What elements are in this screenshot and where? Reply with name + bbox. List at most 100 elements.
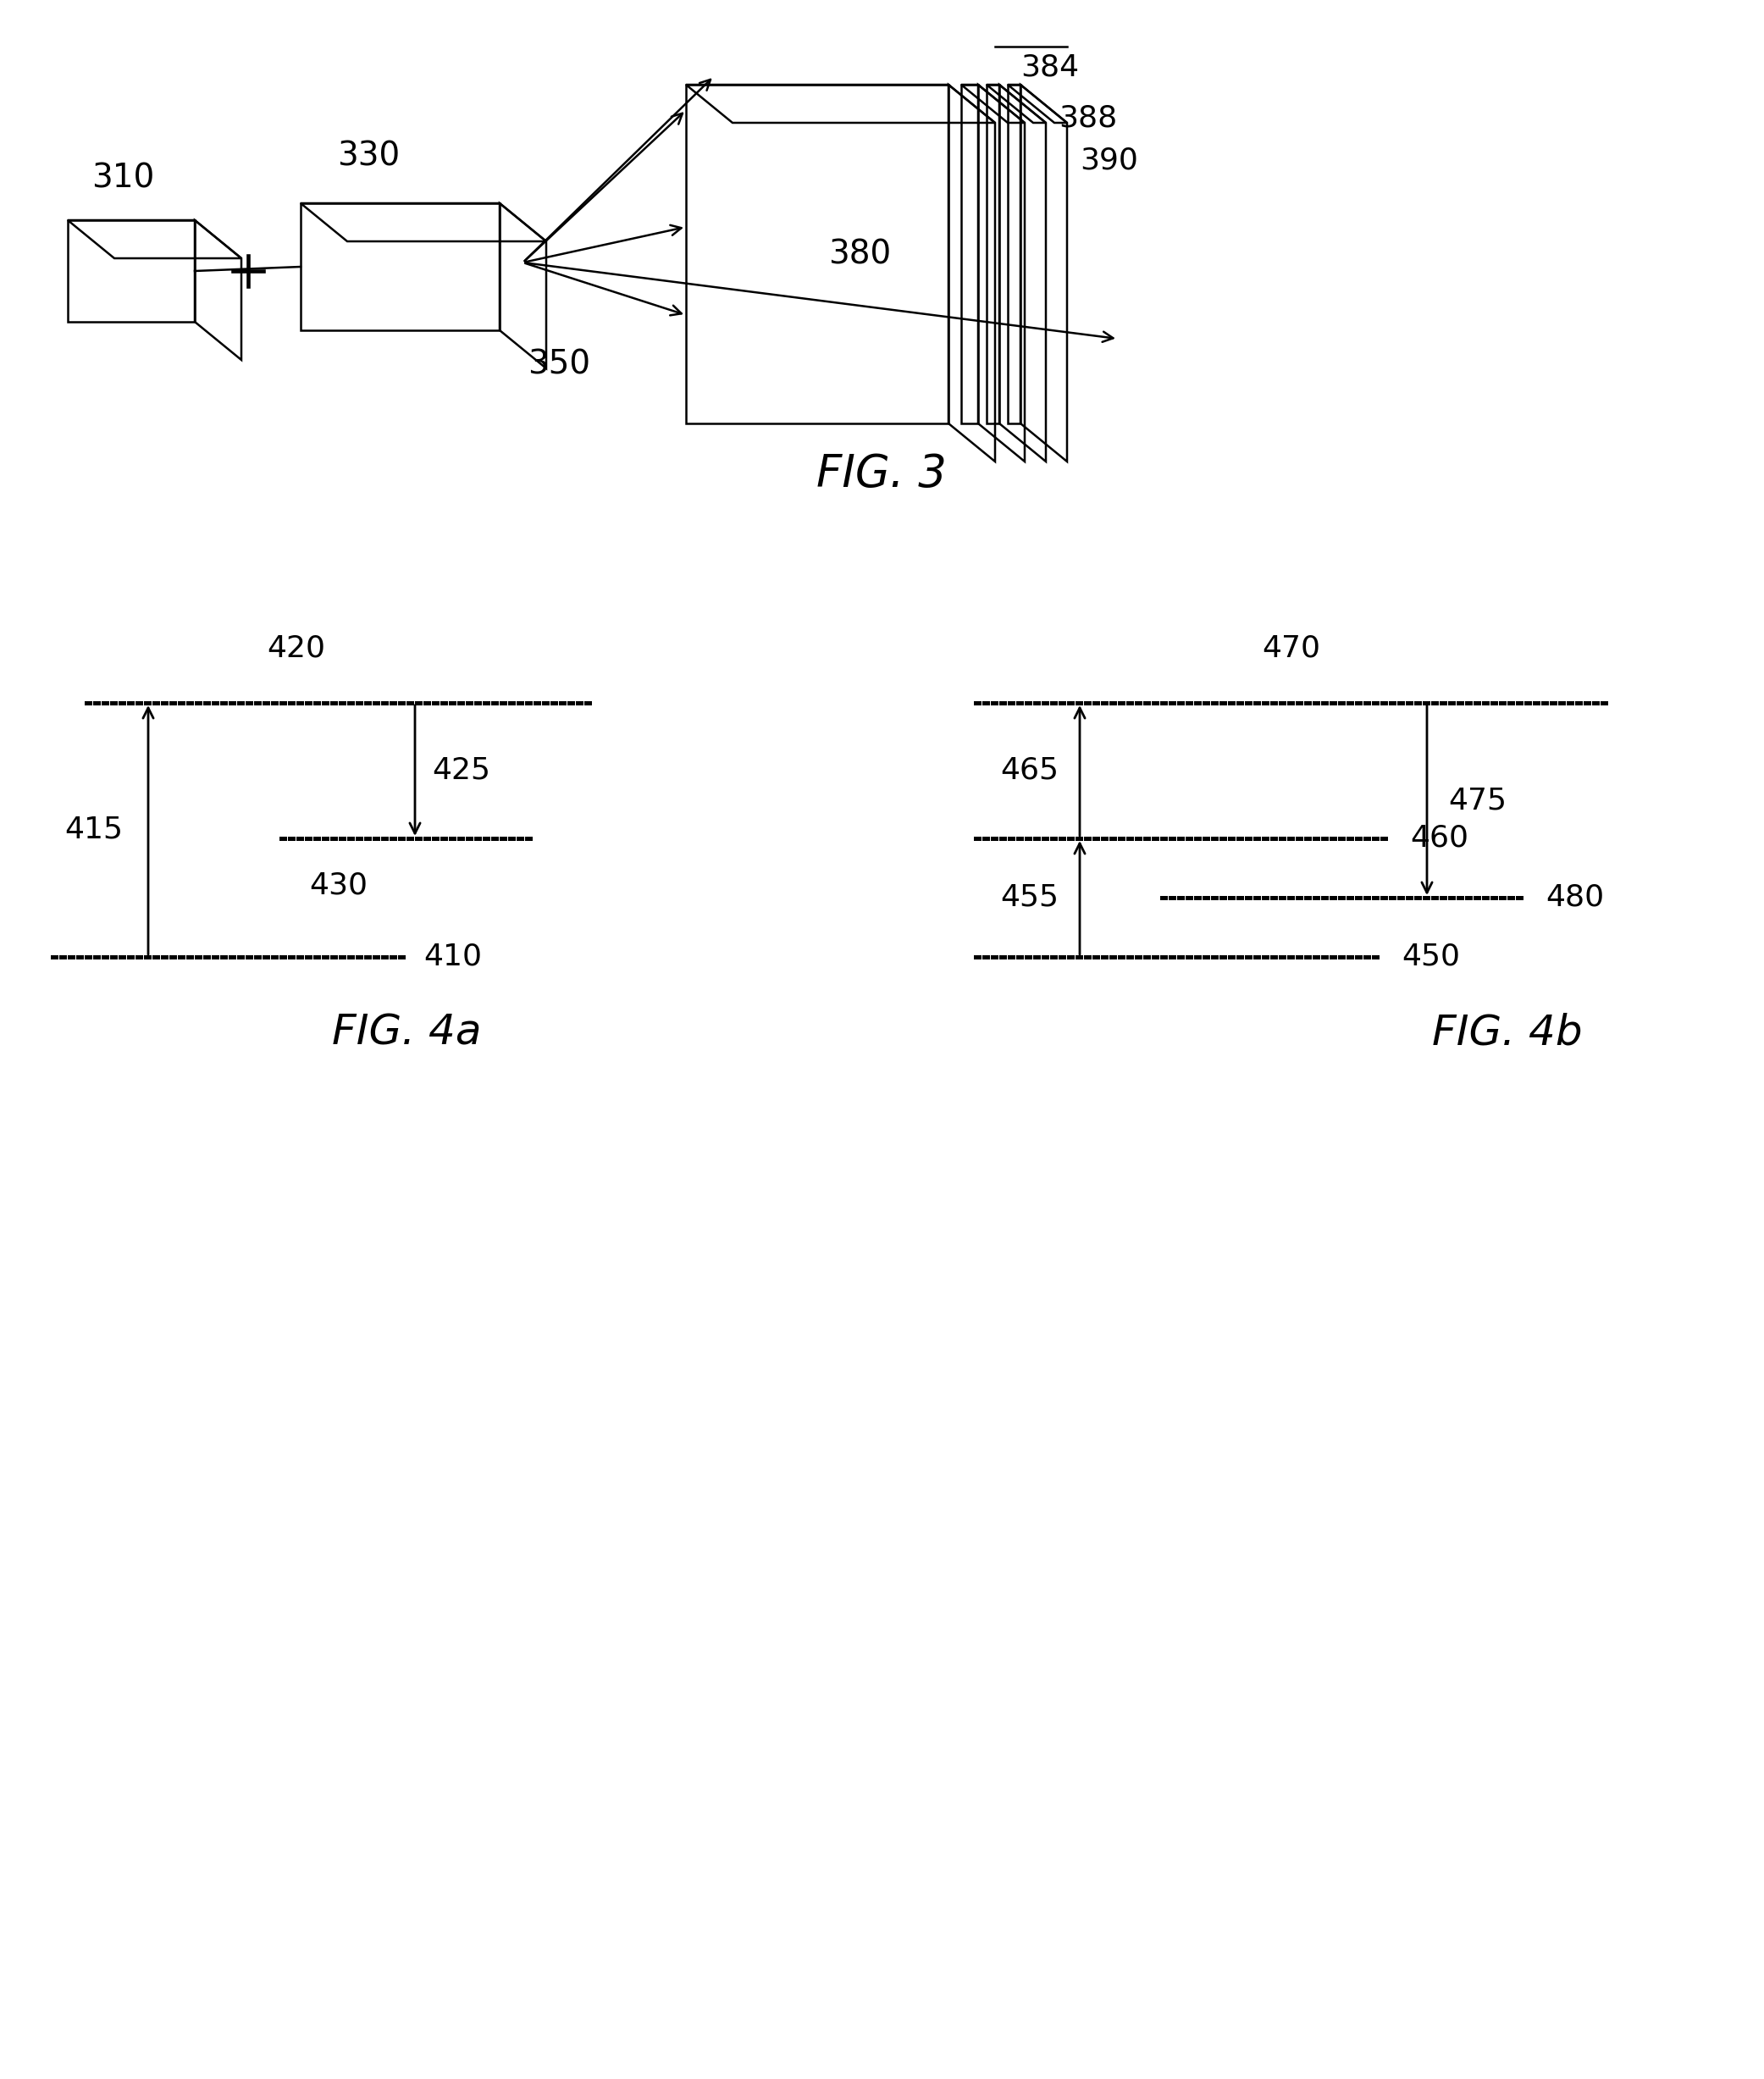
- Bar: [1321, 954, 1328, 958]
- Bar: [305, 836, 312, 840]
- Bar: [169, 954, 176, 958]
- Bar: [1524, 701, 1531, 705]
- Bar: [1339, 954, 1346, 958]
- Bar: [356, 701, 363, 705]
- Bar: [1491, 701, 1498, 705]
- Bar: [1058, 836, 1065, 840]
- Bar: [381, 836, 388, 840]
- Text: 388: 388: [1058, 104, 1117, 133]
- Bar: [1312, 836, 1319, 840]
- Text: 330: 330: [337, 141, 400, 173]
- Bar: [1288, 896, 1295, 900]
- Bar: [1237, 954, 1244, 958]
- Bar: [1270, 896, 1277, 900]
- Bar: [339, 836, 346, 840]
- Bar: [483, 836, 490, 840]
- Bar: [1439, 896, 1446, 900]
- Bar: [363, 954, 372, 958]
- Bar: [1025, 836, 1032, 840]
- Bar: [1261, 701, 1270, 705]
- Bar: [1355, 836, 1362, 840]
- Bar: [296, 954, 303, 958]
- Bar: [1397, 701, 1404, 705]
- Bar: [466, 836, 473, 840]
- Bar: [1491, 896, 1498, 900]
- Bar: [118, 701, 127, 705]
- Bar: [93, 954, 101, 958]
- Bar: [1551, 701, 1558, 705]
- Text: 450: 450: [1402, 942, 1461, 971]
- Bar: [1177, 954, 1185, 958]
- Bar: [399, 836, 406, 840]
- Bar: [1185, 896, 1192, 900]
- Bar: [1339, 701, 1346, 705]
- Bar: [1270, 954, 1277, 958]
- Bar: [321, 836, 330, 840]
- Bar: [483, 701, 490, 705]
- Bar: [1254, 954, 1261, 958]
- Bar: [1134, 701, 1143, 705]
- Bar: [475, 701, 482, 705]
- Bar: [102, 701, 109, 705]
- Bar: [1297, 701, 1304, 705]
- Bar: [1219, 701, 1228, 705]
- Bar: [448, 701, 457, 705]
- Bar: [526, 836, 533, 840]
- Text: 310: 310: [92, 162, 153, 193]
- Bar: [330, 836, 339, 840]
- Bar: [279, 836, 288, 840]
- Bar: [399, 701, 406, 705]
- Bar: [1566, 701, 1573, 705]
- Bar: [1388, 896, 1397, 900]
- Bar: [1203, 954, 1210, 958]
- Bar: [1355, 954, 1362, 958]
- Bar: [1228, 896, 1235, 900]
- Bar: [1515, 701, 1524, 705]
- Bar: [1321, 701, 1328, 705]
- Bar: [1288, 954, 1295, 958]
- Bar: [1533, 701, 1540, 705]
- Bar: [1415, 896, 1422, 900]
- Bar: [1127, 701, 1134, 705]
- Bar: [533, 701, 542, 705]
- Bar: [1330, 701, 1337, 705]
- Bar: [1143, 701, 1150, 705]
- Bar: [517, 836, 524, 840]
- Bar: [1228, 836, 1235, 840]
- Bar: [432, 836, 439, 840]
- Bar: [1092, 836, 1101, 840]
- Bar: [1304, 954, 1312, 958]
- Bar: [441, 701, 448, 705]
- Bar: [236, 954, 245, 958]
- Bar: [1118, 954, 1125, 958]
- Bar: [1372, 701, 1379, 705]
- Bar: [279, 701, 288, 705]
- Bar: [118, 954, 127, 958]
- Bar: [109, 701, 118, 705]
- Bar: [161, 954, 169, 958]
- Bar: [288, 836, 296, 840]
- Bar: [1127, 836, 1134, 840]
- Bar: [60, 954, 67, 958]
- Bar: [423, 836, 430, 840]
- Bar: [1346, 836, 1355, 840]
- Bar: [559, 701, 566, 705]
- Bar: [1212, 896, 1219, 900]
- Text: 390: 390: [1080, 146, 1138, 175]
- Bar: [178, 701, 185, 705]
- Bar: [296, 701, 303, 705]
- Bar: [1118, 701, 1125, 705]
- Bar: [399, 954, 406, 958]
- Bar: [1007, 701, 1016, 705]
- Bar: [1508, 896, 1515, 900]
- Bar: [372, 954, 381, 958]
- Bar: [998, 954, 1007, 958]
- Bar: [1228, 701, 1235, 705]
- Bar: [272, 954, 279, 958]
- Bar: [1007, 836, 1016, 840]
- Bar: [1297, 836, 1304, 840]
- Bar: [1185, 836, 1192, 840]
- Bar: [187, 701, 194, 705]
- Bar: [998, 836, 1007, 840]
- Bar: [441, 836, 448, 840]
